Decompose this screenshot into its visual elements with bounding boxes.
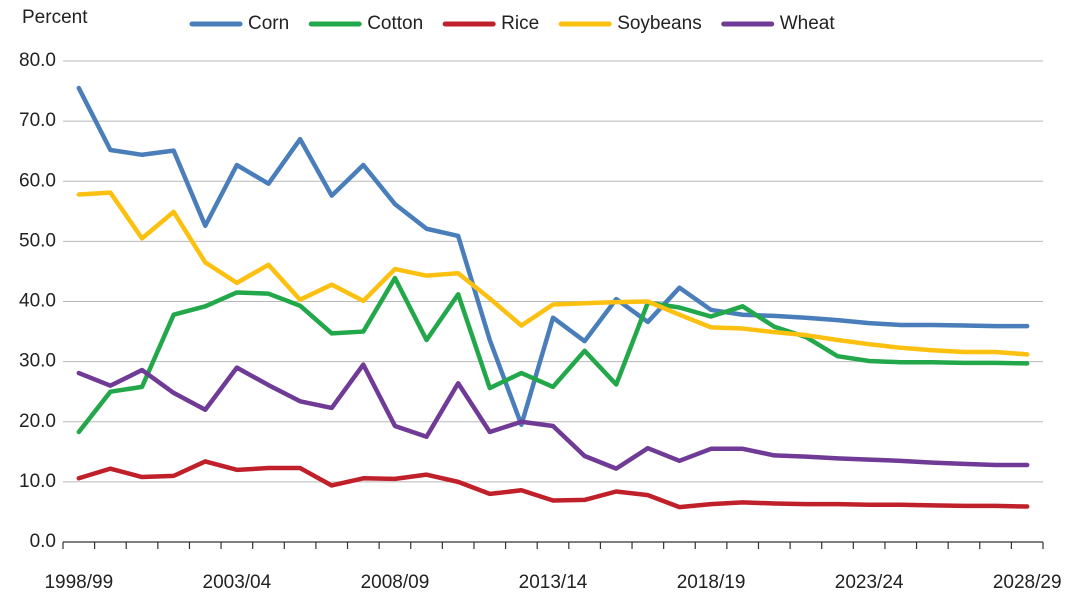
y-tick-label: 70.0 (19, 110, 56, 131)
legend-label: Soybeans (617, 13, 702, 34)
series-line (76, 85, 1030, 428)
y-tick-label: 80.0 (19, 50, 56, 71)
x-tick-label: 1998/99 (44, 572, 113, 593)
legend-label: Wheat (780, 13, 836, 34)
x-tick-label: 2018/19 (677, 572, 746, 593)
y-tick-label: 0.0 (30, 531, 56, 552)
legend-label: Cotton (367, 13, 423, 34)
y-tick-label: 10.0 (19, 471, 56, 492)
y-tick-label: 50.0 (19, 230, 56, 251)
x-tick-label: 2013/14 (519, 572, 588, 593)
y-tick-label: 40.0 (19, 291, 56, 312)
x-tick-label: 2003/04 (203, 572, 272, 593)
y-axis-label: Percent (22, 7, 88, 28)
y-tick-label: 20.0 (19, 411, 56, 432)
y-tick-label: 60.0 (19, 170, 56, 191)
legend-label: Rice (501, 13, 539, 34)
series-line (76, 275, 1030, 435)
x-tick-label: 2023/24 (835, 572, 904, 593)
legend-label: Corn (248, 13, 289, 34)
y-tick-label: 30.0 (19, 351, 56, 372)
series-line (76, 190, 1030, 357)
x-tick-label: 2008/09 (361, 572, 430, 593)
x-tick-label: 2028/29 (993, 572, 1062, 593)
series-line (76, 459, 1030, 510)
series-line (76, 362, 1030, 471)
